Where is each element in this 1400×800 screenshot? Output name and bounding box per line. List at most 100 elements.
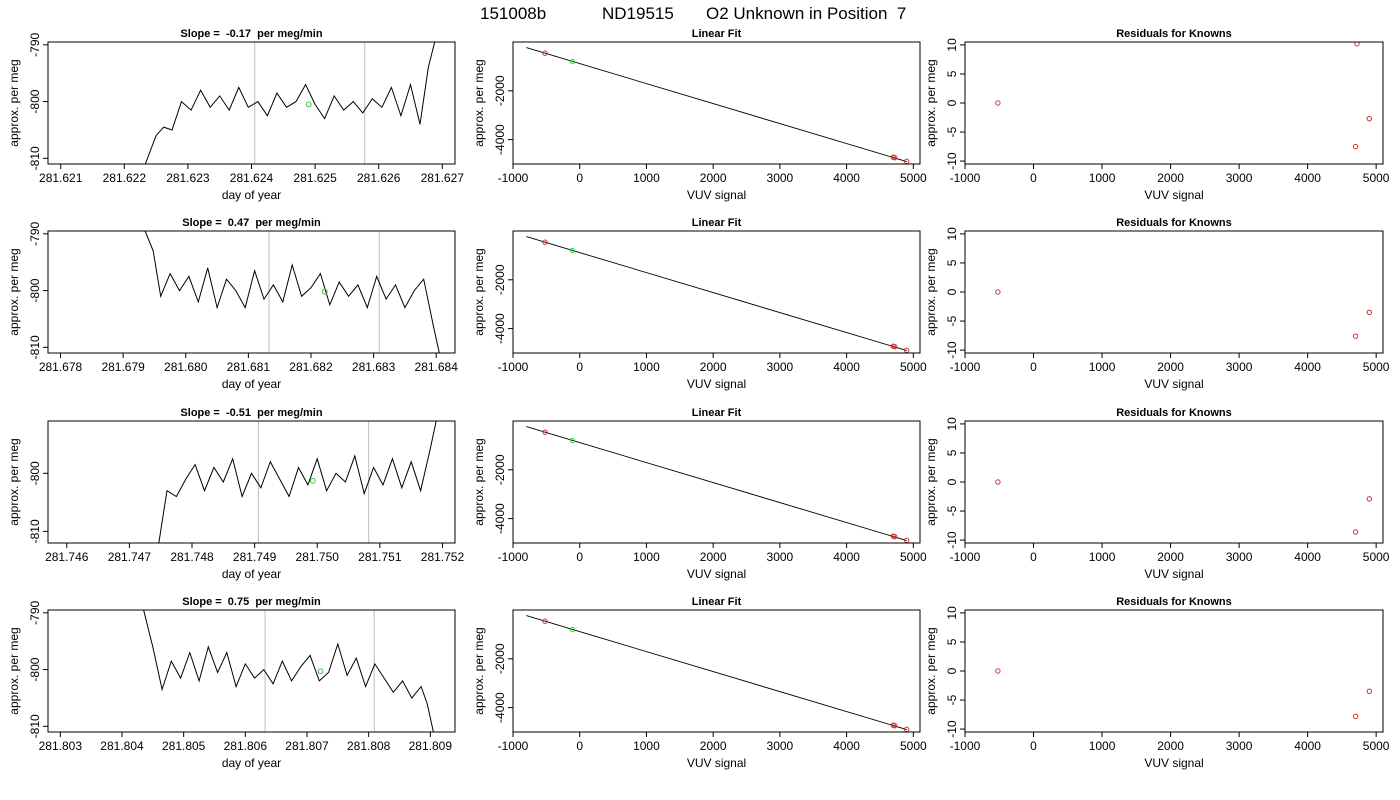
y-tick-label: -4000 [493,313,507,344]
plot-frame [512,420,921,544]
x-tick-label: 0 [576,171,583,185]
x-axis-label: VUV signal [1144,567,1203,581]
data-point [542,618,548,624]
series-line [144,42,436,164]
x-tick-label: 2000 [1157,360,1184,374]
figure-title-sample: ND19515 [602,4,674,23]
panel-title: Residuals for Knowns [1116,28,1232,40]
series-line [143,610,434,732]
y-tick-label: -10 [945,152,959,170]
plot-area [995,479,1372,535]
plot-area [526,615,910,732]
x-tick-label: 281.808 [347,739,391,753]
x-tick-label: 281.626 [357,171,401,185]
x-tick-label: 4000 [833,550,860,564]
data-point [995,668,1001,674]
y-axis-label: approx. per meg [924,59,938,146]
panel-4-2: -1000 0 1000 2000 3000 4000 5000 -2000 -4000 Line… [472,596,927,770]
panel-title: Linear Fit [692,596,742,608]
x-tick-label: -1000 [950,360,981,374]
x-tick-label: 281.682 [289,360,333,374]
x-tick-label: 281.809 [409,739,453,753]
panel-title: Residuals for Knowns [1116,217,1232,229]
y-tick-label: -810 [28,335,42,359]
panel-title: Linear Fit [692,28,742,40]
x-tick-label: 0 [576,550,583,564]
x-tick-label: 5000 [1363,550,1390,564]
panel-1-3: -1000 0 1000 2000 3000 4000 5000 10 5 0 -5 -10 Resid… [924,28,1390,202]
y-tick-label: 0 [945,478,959,485]
x-tick-label: 281.684 [415,360,459,374]
x-tick-label: 3000 [767,550,794,564]
x-tick-label: 5000 [900,171,927,185]
fit-line [526,615,907,730]
x-tick-label: -1000 [950,550,981,564]
x-tick-label: 281.625 [293,171,337,185]
x-tick-label: 1000 [633,171,660,185]
x-tick-label: 281.752 [421,550,465,564]
x-tick-label: 281.807 [285,739,329,753]
x-tick-label: 1000 [1089,360,1116,374]
y-tick-label: -810 [28,146,42,170]
data-point [1366,115,1372,122]
y-tick-label: 10 [945,417,959,431]
x-tick-label: 4000 [1294,360,1321,374]
x-tick-label: 5000 [1363,171,1390,185]
x-axis-label: day of year [222,188,281,202]
x-tick-label: 281.803 [39,739,83,753]
x-tick-label: 5000 [900,550,927,564]
x-tick-label: 0 [1030,360,1037,374]
data-point [1352,713,1359,720]
x-tick-label: -1000 [498,550,529,564]
series-line [144,231,440,353]
data-point [995,479,1001,485]
y-axis-label: approx. per meg [472,627,486,714]
data-point [569,58,576,65]
y-tick-label: -800 [28,657,42,681]
x-tick-label: 281.805 [162,739,206,753]
y-tick-label: 5 [945,638,959,645]
data-point [1366,688,1372,695]
plot-area [143,610,434,732]
x-tick-label: 281.680 [164,360,208,374]
x-axis-label: VUV signal [1144,377,1203,391]
x-tick-label: 0 [576,360,583,374]
plot-area [995,668,1372,720]
x-tick-label: 2000 [700,739,727,753]
y-tick-label: -2000 [493,643,507,674]
x-tick-label: -1000 [498,739,529,753]
plot-frame [512,609,921,733]
y-tick-label: -10 [945,531,959,549]
y-tick-label: -4000 [493,692,507,723]
data-point [542,50,548,56]
x-tick-label: 281.678 [39,360,83,374]
fit-line [526,47,907,162]
x-axis-label: VUV signal [687,188,746,202]
data-point [891,722,898,729]
y-tick-label: 5 [945,70,959,77]
fit-line [526,426,907,541]
y-axis-label: approx. per meg [7,248,21,335]
y-axis-label: approx. per meg [472,438,486,525]
x-axis-label: VUV signal [687,756,746,770]
panel-title: Linear Fit [692,407,742,419]
data-point [891,533,898,540]
x-tick-label: 281.681 [227,360,271,374]
x-tick-label: 1000 [633,550,660,564]
x-tick-label: 281.627 [421,171,465,185]
y-tick-label: -790 [28,33,42,57]
data-point [995,100,1001,106]
x-tick-label: 2000 [700,360,727,374]
x-tick-label: 2000 [1157,550,1184,564]
unknown-marker [317,668,324,675]
panel-1-1: 281.621 281.622 281.623 281.624 281.625 281.6… [7,28,464,202]
panel-2-2: -1000 0 1000 2000 3000 4000 5000 -2000 -4000 Line… [472,217,927,391]
panel-title: Slope = 0.75 per meg/min [182,596,321,608]
y-tick-label: -4000 [493,124,507,155]
series-line [158,421,437,543]
data-point [1352,143,1359,150]
x-tick-label: 5000 [1363,739,1390,753]
unknown-marker [321,288,328,295]
x-tick-label: 281.747 [108,550,152,564]
panel-3-1: 281.746 281.747 281.748 281.749 281.750 281.7… [7,407,464,581]
